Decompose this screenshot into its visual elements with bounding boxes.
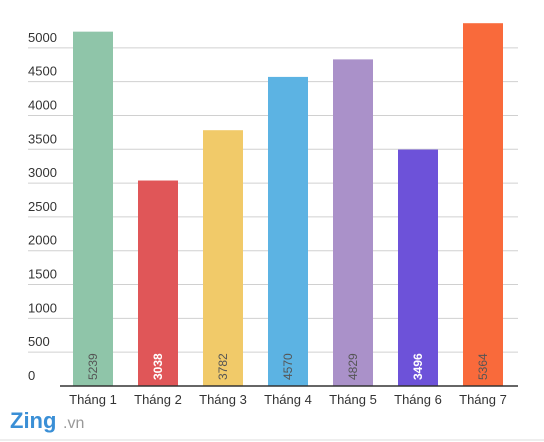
value-label: 5239 bbox=[86, 353, 100, 380]
bar bbox=[73, 31, 113, 387]
x-tick-label: Tháng 7 bbox=[459, 392, 507, 407]
y-tick-label: 2000 bbox=[28, 233, 57, 248]
bar bbox=[463, 23, 503, 386]
y-tick-label: 2500 bbox=[28, 199, 57, 214]
y-tick-label: 500 bbox=[28, 334, 50, 349]
bar bbox=[333, 59, 373, 386]
x-tick-label: Tháng 1 bbox=[69, 392, 117, 407]
y-tick-label: 4000 bbox=[28, 97, 57, 112]
y-tick-label: 3500 bbox=[28, 131, 57, 146]
value-label: 5364 bbox=[476, 353, 490, 380]
value-label: 3496 bbox=[411, 353, 425, 380]
y-tick-label: 5000 bbox=[28, 30, 57, 45]
x-tick-label: Tháng 6 bbox=[394, 392, 442, 407]
x-tick-label: Tháng 4 bbox=[264, 392, 312, 407]
y-tick-label: 4500 bbox=[28, 64, 57, 79]
x-tick-label: Tháng 2 bbox=[134, 392, 182, 407]
value-label: 3038 bbox=[151, 353, 165, 380]
logo-brand: Zing bbox=[10, 408, 56, 433]
x-tick-label: Tháng 5 bbox=[329, 392, 377, 407]
y-tick-label: 0 bbox=[28, 368, 35, 383]
value-label: 4829 bbox=[346, 353, 360, 380]
x-tick-label: Tháng 3 bbox=[199, 392, 247, 407]
value-label: 3782 bbox=[216, 353, 230, 380]
value-label: 4570 bbox=[281, 353, 295, 380]
y-tick-label: 3000 bbox=[28, 165, 57, 180]
bar bbox=[268, 76, 308, 386]
bar bbox=[138, 180, 178, 386]
bar bbox=[203, 130, 243, 386]
logo-domain: .vn bbox=[63, 415, 84, 432]
y-tick-label: 1000 bbox=[28, 300, 57, 315]
y-tick-label: 1500 bbox=[28, 267, 57, 282]
bar bbox=[398, 149, 438, 386]
